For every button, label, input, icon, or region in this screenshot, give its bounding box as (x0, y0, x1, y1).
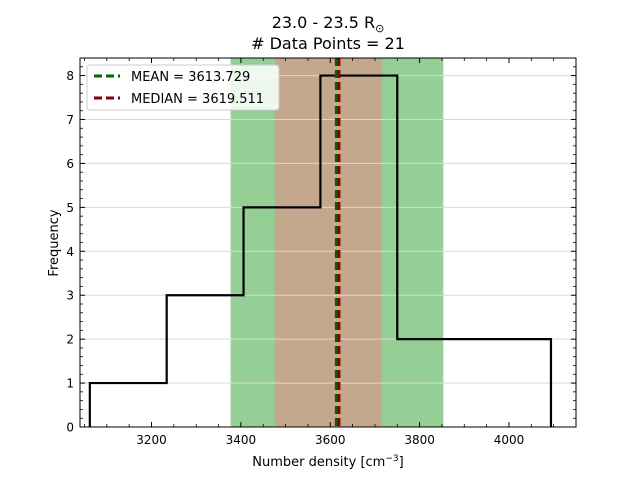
chart-title-line1: 23.0 - 23.5 R⊙ (272, 13, 385, 35)
x-tick-label: 3600 (315, 433, 346, 447)
y-tick-label: 1 (66, 377, 74, 391)
x-tick-label: 3400 (226, 433, 257, 447)
x-axis-label-close: ] (399, 455, 404, 470)
x-axis-label-text: Number density [cm (252, 455, 385, 470)
legend-label: MEAN = 3613.729 (131, 70, 250, 85)
chart-title-text: 23.0 - 23.5 R (272, 13, 375, 32)
y-tick-label: 5 (66, 201, 74, 215)
legend-box (86, 64, 280, 111)
sun-symbol: ⊙ (375, 22, 384, 35)
legend-label: MEDIAN = 3619.511 (131, 92, 264, 107)
y-tick-label: 3 (66, 289, 74, 303)
y-axis-label: Frequency (47, 209, 62, 276)
y-tick-label: 6 (66, 157, 74, 171)
x-axis-label: Number density [cm−3] (252, 454, 403, 470)
y-tick-label: 7 (66, 113, 74, 127)
x-tick-label: 3800 (404, 433, 435, 447)
y-tick-label: 2 (66, 333, 74, 347)
band-inner (274, 58, 383, 427)
x-tick-label: 3200 (136, 433, 167, 447)
x-axis-label-exponent: −3 (385, 454, 398, 464)
y-tick-label: 4 (66, 245, 74, 259)
y-tick-label: 8 (66, 69, 74, 83)
histogram-step (88, 74, 553, 427)
y-tick-label: 0 (66, 421, 74, 435)
x-tick-label: 4000 (494, 433, 525, 447)
chart-title-line2: # Data Points = 21 (251, 34, 405, 53)
plot-area: 3200 3400 3600 3800 4000 0 1 2 3 4 5 6 7 8 MEAN = 3613… (66, 57, 577, 447)
